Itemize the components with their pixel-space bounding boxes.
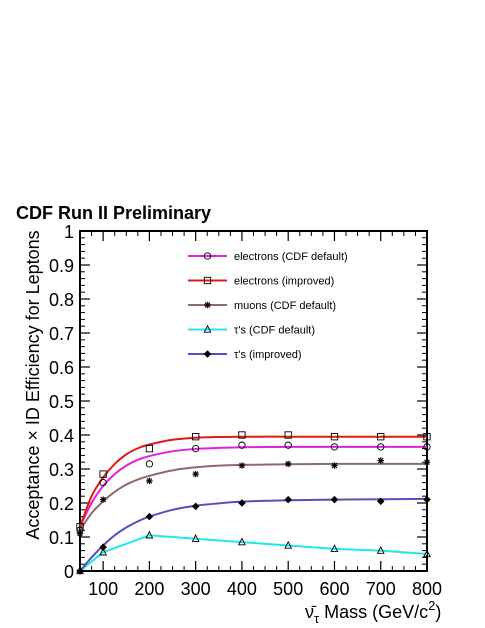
data-point-0-1 [99,478,107,487]
legend-label-1: electrons (improved) [234,276,334,288]
data-point-0-5 [284,441,292,449]
x-axis-label-subscript: τ [314,611,320,626]
x-tick-label: 800 [412,579,442,599]
legend-marker-3 [203,324,212,333]
series-line-2 [79,462,427,531]
data-point-0-3 [192,444,200,453]
data-point-2-7 [377,457,384,464]
data-point-4-4 [238,499,246,507]
data-point-1-6 [330,433,339,441]
series-markers [76,431,431,575]
data-point-1-8 [423,433,431,441]
data-point-0-2 [145,460,154,468]
y-tick-label: 0.3 [49,460,74,480]
x-tick-label: 500 [273,579,303,599]
y-tick-label: 0.5 [49,392,74,412]
x-tick-label: 100 [88,579,118,599]
data-point-2-3 [192,470,199,478]
x-tick-labels: 100 200 300 400 500 600 700 800 [88,579,442,599]
data-point-2-1 [99,496,107,503]
x-tick-label: 200 [134,579,164,599]
y-tick-label: 0.4 [49,426,74,446]
data-point-3-6 [330,544,339,553]
legend-marker-0 [203,252,212,260]
data-point-1-7 [377,433,385,441]
legend-label-3: τ's (CDF default) [234,325,315,337]
data-point-2-8 [423,459,431,466]
chart-title: CDF Run II Preliminary [16,203,211,223]
data-point-3-1 [99,547,108,556]
data-point-1-0 [76,523,84,531]
data-point-4-6 [330,495,339,504]
data-point-3-2 [145,530,154,539]
x-tick-label: 400 [227,579,257,599]
data-point-4-8 [423,495,431,504]
data-point-1-3 [192,433,200,441]
data-point-2-2 [146,477,153,485]
data-point-4-1 [99,543,107,551]
series-line-0 [79,445,427,528]
data-point-3-4 [238,537,246,546]
legend-marker-1 [203,276,212,285]
data-point-3-8 [423,549,431,558]
legend-label-0: electrons (CDF default) [234,251,348,263]
series-curves [79,435,428,572]
data-point-4-5 [284,495,292,504]
legend-label-4: τ's (improved) [234,349,302,361]
data-point-0-6 [330,443,339,451]
legend-marker-2 [204,301,211,309]
x-tick-label: 600 [319,579,349,599]
y-tick-label: 0.2 [49,494,74,514]
y-axis-label: Acceptance × ID Efficiency for Leptons [23,230,43,539]
data-point-2-6 [331,462,338,469]
data-point-4-0 [76,567,84,575]
legend-label-2: muons (CDF default) [234,300,336,312]
legend: electrons (CDF default) electrons (improv… [188,251,348,361]
data-point-0-8 [423,443,431,451]
data-point-0-7 [377,443,385,451]
data-point-3-7 [376,545,385,554]
x-tick-label: 700 [366,579,396,599]
x-axis-label: ν̄τ Mass (GeV/c2) [305,598,441,626]
data-point-1-1 [99,470,107,478]
y-tick-label: 0.8 [49,290,74,310]
y-tick-label: 0.1 [49,528,74,548]
data-point-3-3 [191,533,200,542]
x-tick-label: 300 [181,579,211,599]
y-tick-label: 0.7 [49,324,74,344]
data-point-1-2 [145,444,154,453]
axis-ticks [79,230,428,572]
data-point-4-3 [191,502,200,511]
y-tick-label: 0.6 [49,358,74,378]
data-point-4-7 [376,497,385,506]
y-tick-label: 1 [64,222,74,242]
data-point-0-4 [238,441,246,449]
y-tick-labels: 0 0.1 0.2 0.3 0.4 0.5 0.6 0.7 0.8 0.9 1 [49,222,74,582]
data-point-2-5 [285,460,292,468]
series-line-3 [79,534,428,572]
data-point-3-5 [284,540,293,549]
data-point-2-0 [76,530,84,537]
x-axis-label-close: ) [435,602,441,622]
data-point-4-2 [145,512,154,521]
x-axis-label-text: Mass (GeV/c [319,602,428,622]
data-point-1-5 [284,431,292,439]
x-axis-label-superscript: 2 [428,598,435,613]
legend-marker-4 [203,350,212,358]
data-point-1-4 [238,431,246,439]
series-line-4 [79,497,428,572]
y-tick-label: 0.9 [49,256,74,276]
y-tick-label: 0 [64,562,74,582]
data-point-2-4 [238,462,246,469]
